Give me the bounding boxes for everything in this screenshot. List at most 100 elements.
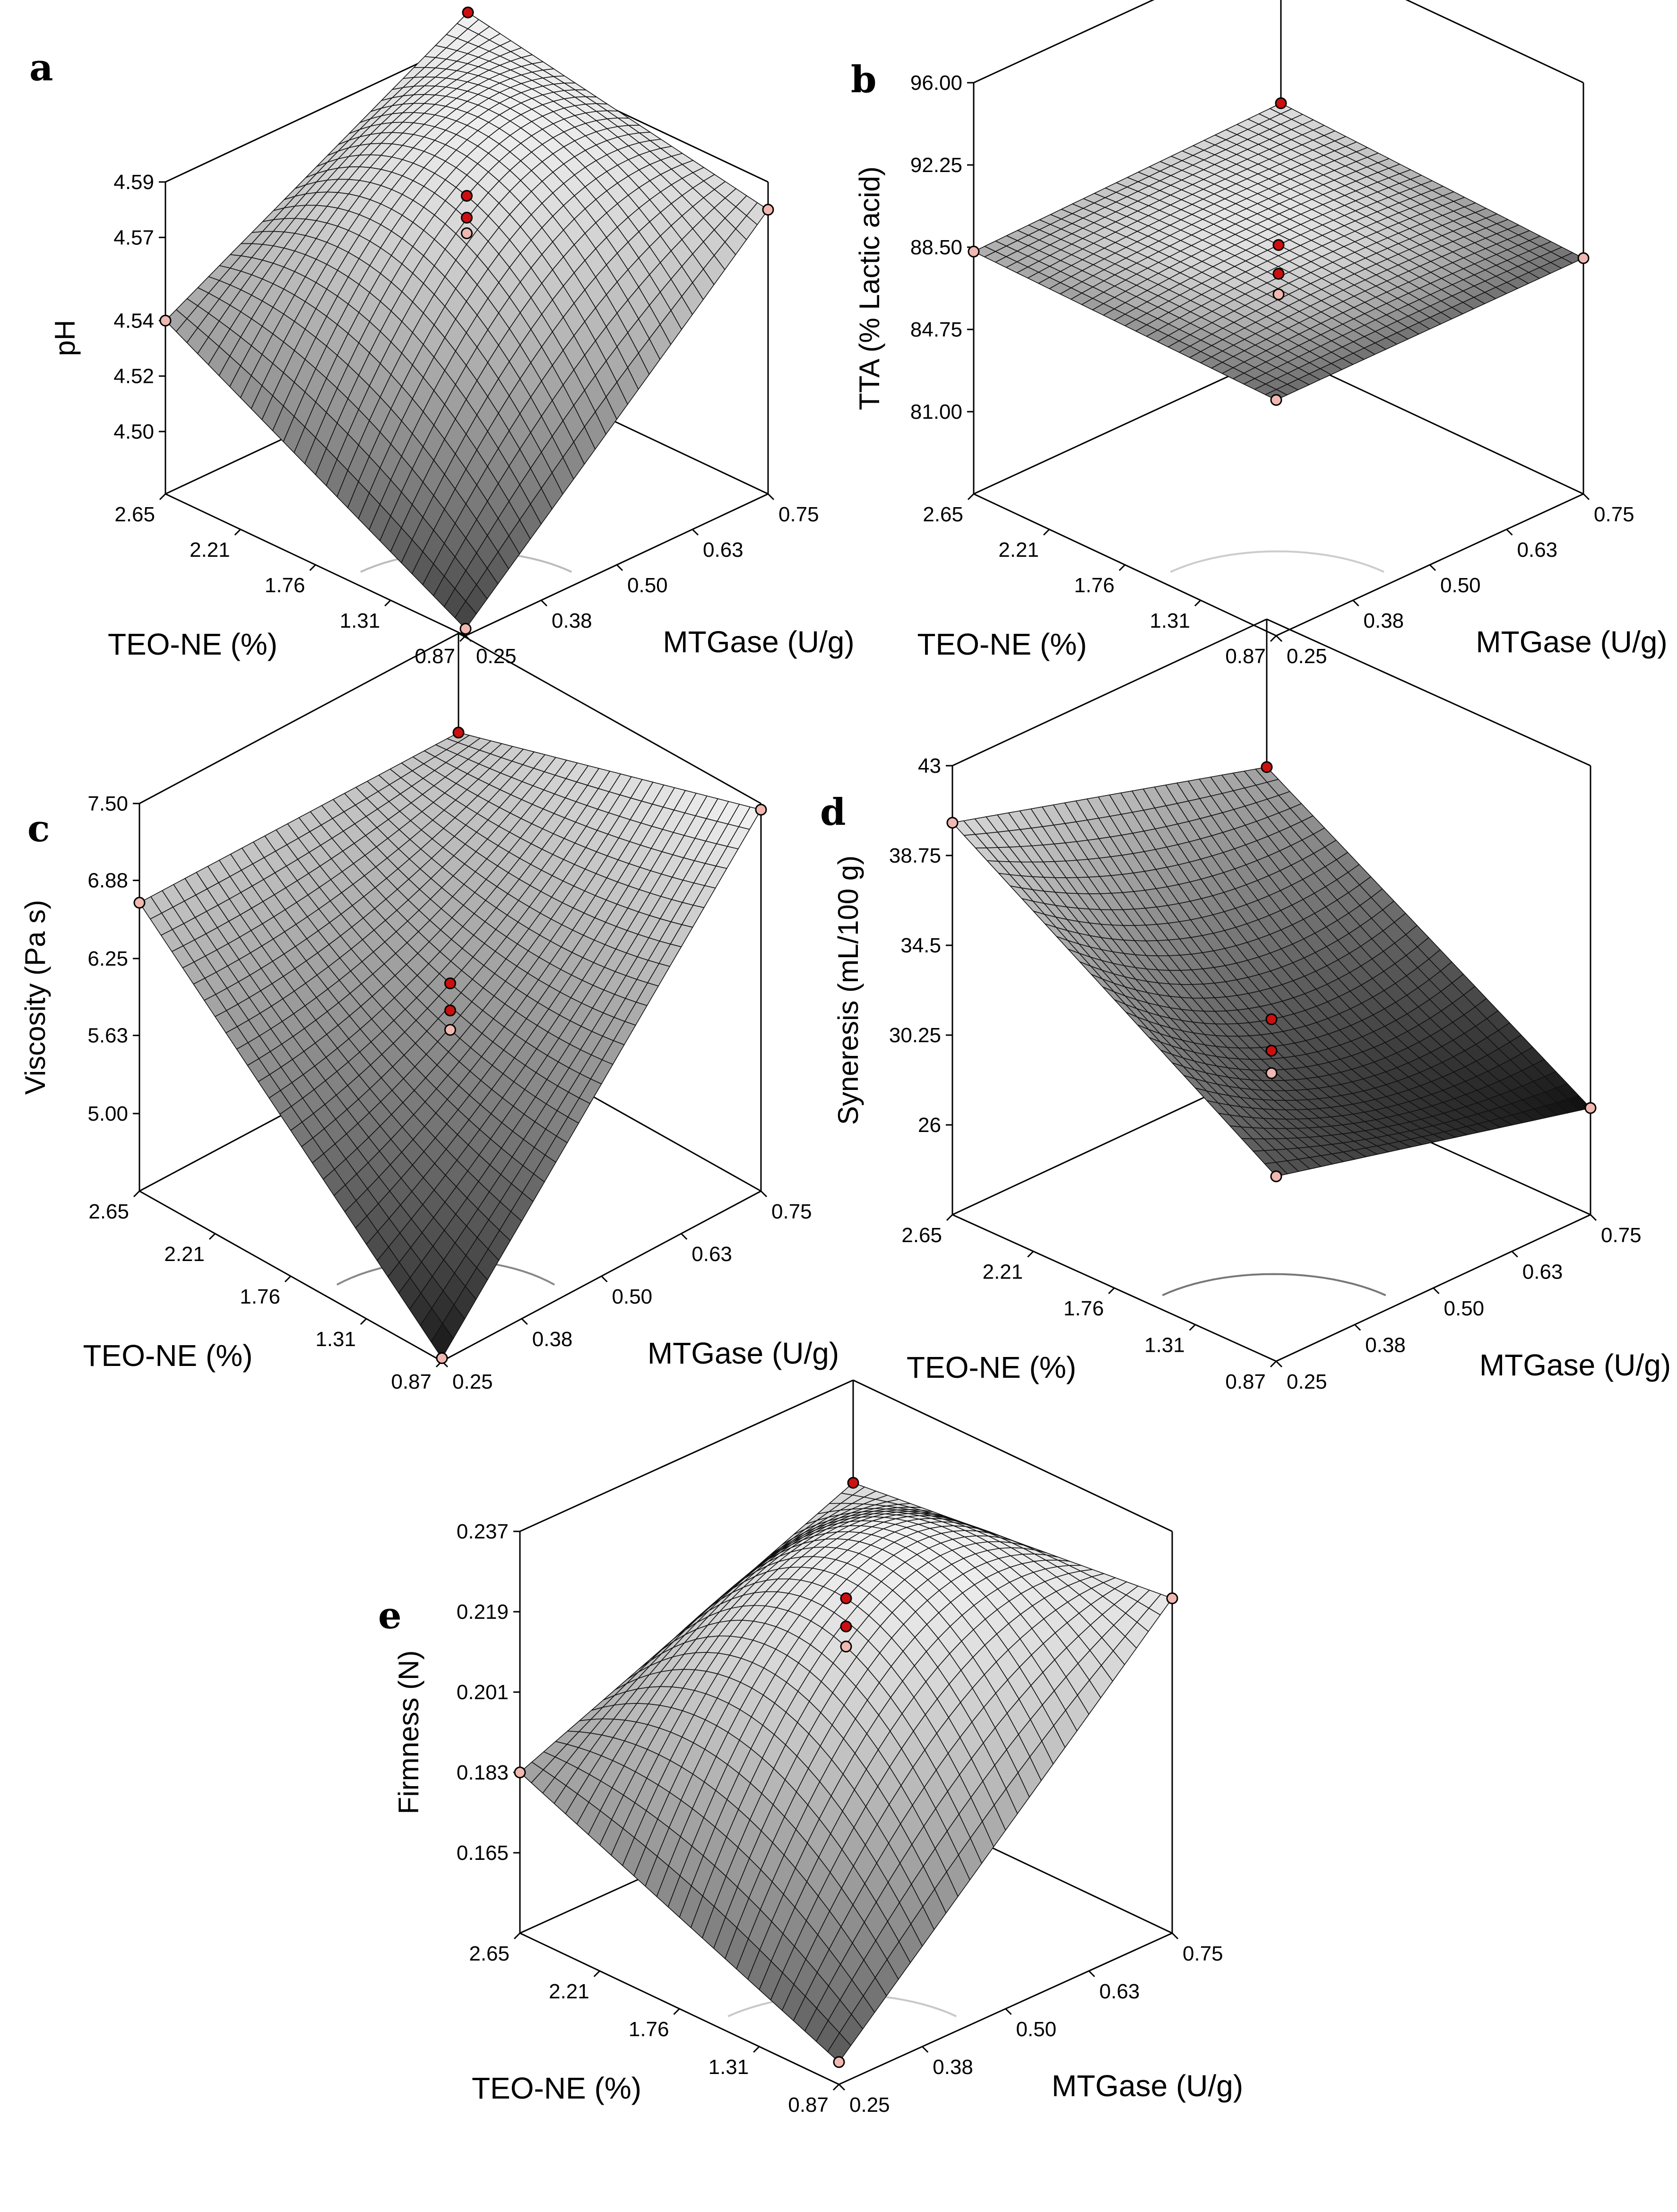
y-tick-label: 0.25 [476, 645, 517, 668]
z-tick-label: 4.54 [113, 309, 154, 332]
x-tick-mark [360, 1318, 367, 1325]
design-point [833, 2056, 845, 2068]
y-tick-label: 0.38 [1365, 1334, 1406, 1357]
z-tick-label: 0.201 [457, 1681, 509, 1704]
y-tick-label: 0.63 [703, 538, 743, 562]
y-tick-label: 0.63 [1099, 1980, 1140, 2003]
y-tick-label: 0.63 [1522, 1261, 1563, 1284]
panel-d: d 43 38.75 34.5 30.25 26 2.65 2.21 1.76 1.31 0.87 0… [820, 618, 1671, 1393]
design-point [840, 1592, 852, 1605]
axis-edge [139, 632, 459, 804]
z-tick-label: 34.5 [900, 934, 941, 957]
x-tick-label: 0.87 [788, 2093, 829, 2117]
panel-letter: d [820, 791, 846, 834]
panel-letter: a [29, 46, 53, 89]
x-axis-title: TEO-NE (%) [472, 2071, 641, 2105]
x-tick-label: 1.76 [240, 1285, 280, 1308]
y-tick-label: 0.50 [612, 1285, 653, 1308]
x-tick-label: 2.21 [190, 538, 230, 562]
y-tick-mark [1506, 528, 1513, 536]
x-tick-label: 2.65 [88, 1200, 129, 1223]
y-tick-mark [1590, 1214, 1597, 1221]
x-tick-label: 1.31 [1144, 1334, 1185, 1357]
x-axis-title: TEO-NE (%) [108, 627, 277, 661]
axis-box [973, 0, 1584, 637]
x-tick-mark [1027, 1251, 1034, 1258]
y-tick-label: 0.25 [452, 1370, 493, 1393]
y-tick-label: 0.63 [692, 1243, 732, 1266]
response-surface [519, 1482, 1173, 2063]
x-tick-mark [384, 599, 391, 607]
z-axis-title: Syneresis (mL/100 g) [832, 855, 864, 1125]
y-tick-mark [1582, 493, 1590, 501]
x-tick-mark [133, 1190, 140, 1198]
x-tick-mark [159, 493, 166, 501]
design-point [968, 245, 980, 258]
design-point [1265, 1013, 1278, 1025]
z-axis-title: TTA (% Lactic acid) [854, 166, 885, 410]
design-point [946, 817, 959, 829]
design-point [444, 1004, 456, 1017]
design-point [1265, 1067, 1278, 1079]
axis-edge [1405, 0, 1584, 84]
y-tick-mark [1171, 1932, 1179, 1940]
z-tick-label: 88.50 [910, 236, 962, 259]
x-tick-label: 1.31 [340, 609, 380, 632]
y-tick-mark [838, 2083, 846, 2091]
z-tick-label: 6.25 [87, 947, 128, 970]
z-tick-label: 26 [918, 1114, 941, 1137]
z-tick-label: 4.50 [113, 420, 154, 443]
design-point [1272, 239, 1285, 251]
response-surface [973, 103, 1584, 401]
floor-contour [1162, 1273, 1386, 1296]
z-tick-label: 7.50 [87, 792, 128, 815]
y-tick-mark [1433, 1287, 1440, 1295]
x-tick-mark [753, 2046, 760, 2053]
x-tick-mark [1270, 635, 1277, 642]
y-tick-mark [1275, 1360, 1283, 1368]
design-point [1270, 1170, 1282, 1183]
y-tick-label: 0.63 [1517, 538, 1558, 562]
response-surface [165, 12, 769, 630]
response-surface [952, 767, 1591, 1177]
floor-contour [1170, 550, 1384, 573]
x-tick-label: 0.87 [1225, 1370, 1266, 1393]
design-point [840, 1620, 852, 1633]
y-tick-mark [521, 1318, 528, 1325]
y-axis-title: MTGase (U/g) [1476, 625, 1667, 659]
z-tick-label: 6.88 [87, 869, 128, 892]
x-tick-label: 1.31 [709, 2056, 749, 2079]
z-axis-title: Viscosity (Pa s) [19, 900, 51, 1095]
design-point [1275, 97, 1287, 109]
design-point [755, 804, 767, 816]
design-point [462, 6, 474, 18]
y-tick-mark [681, 1233, 688, 1240]
x-tick-label: 0.87 [391, 1370, 432, 1393]
design-point [459, 622, 472, 635]
x-tick-mark [1118, 564, 1126, 571]
design-point [1261, 761, 1273, 773]
y-tick-label: 0.50 [1444, 1297, 1485, 1320]
z-tick-label: 4.52 [113, 365, 154, 388]
z-tick-label: 5.00 [87, 1102, 128, 1125]
y-tick-label: 0.38 [532, 1328, 573, 1351]
y-tick-label: 0.75 [771, 1200, 812, 1223]
y-axis-title: MTGase (U/g) [648, 1336, 839, 1370]
x-axis-title: TEO-NE (%) [83, 1339, 252, 1373]
y-tick-mark [1429, 564, 1436, 571]
x-tick-mark [673, 2008, 680, 2015]
design-point [840, 1641, 852, 1653]
z-tick-label: 5.63 [87, 1024, 128, 1047]
axis-edge [519, 1379, 854, 1532]
x-tick-label: 1.31 [1150, 609, 1190, 632]
z-tick-label: 92.25 [910, 154, 962, 177]
y-tick-mark [1005, 2008, 1012, 2015]
x-tick-label: 2.65 [923, 503, 963, 526]
z-tick-label: 0.165 [457, 1841, 509, 1865]
y-tick-mark [1088, 1970, 1095, 1978]
panel-letter: c [27, 807, 50, 850]
y-tick-mark [692, 528, 699, 536]
y-tick-label: 0.75 [1594, 503, 1634, 526]
x-tick-label: 1.76 [629, 2018, 669, 2041]
